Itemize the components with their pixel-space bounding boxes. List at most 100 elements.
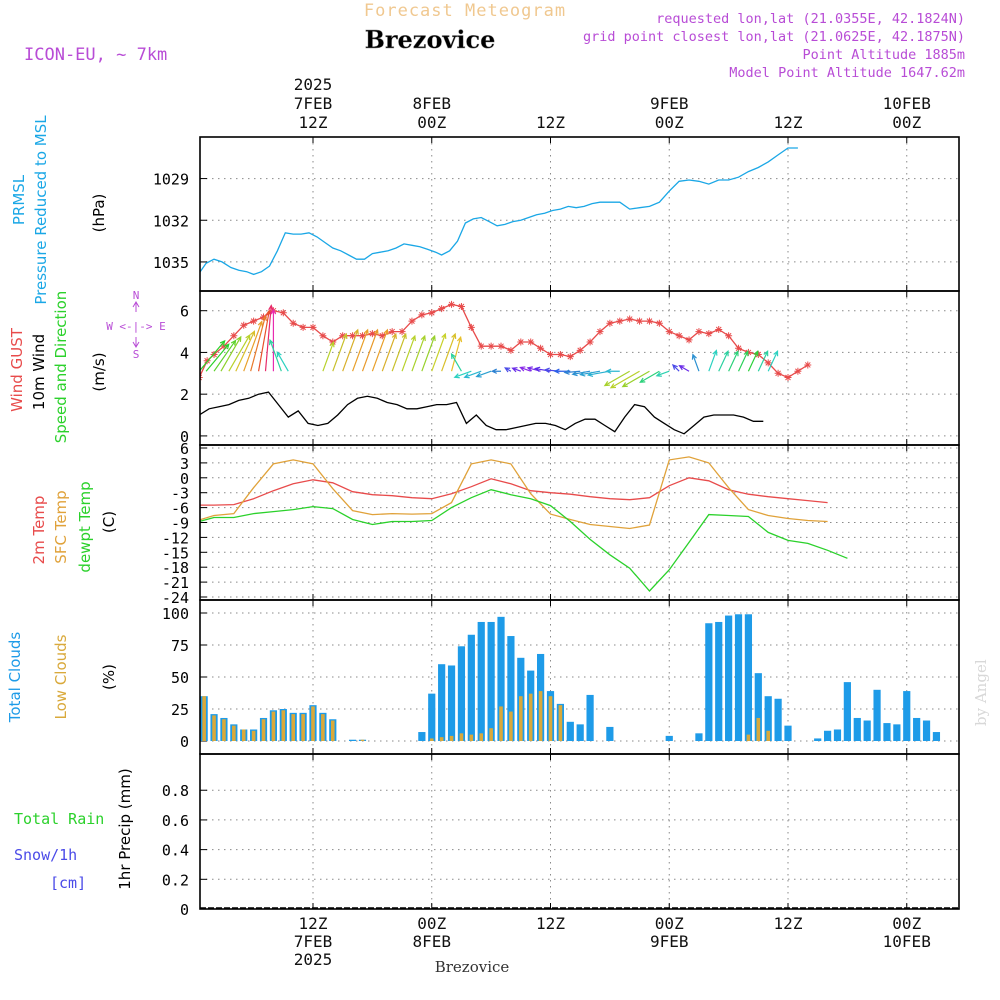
wind-arrow xyxy=(450,335,463,372)
total-cloud-bar xyxy=(823,730,832,741)
series-line-pressure xyxy=(200,147,798,276)
wind-arrow xyxy=(691,353,700,372)
gust-marker xyxy=(596,328,604,336)
time-label: 12Z xyxy=(536,914,565,933)
low-cloud-bar xyxy=(469,734,474,741)
time-label: 12Z xyxy=(774,914,803,933)
wind-arrow xyxy=(563,369,581,375)
wind-arrow xyxy=(453,370,472,379)
low-cloud-bar xyxy=(459,733,464,741)
y-tick-label: 2 xyxy=(180,386,189,404)
plot-area-clouds xyxy=(191,614,941,741)
y-tick-label: 0 xyxy=(180,428,189,446)
side-label-wind: 10m Wind xyxy=(30,334,48,410)
gust-marker xyxy=(467,323,475,331)
gust-marker xyxy=(200,374,203,381)
low-cloud-bar xyxy=(439,737,444,741)
low-cloud-bar xyxy=(429,738,434,741)
y-tick-label: -24 xyxy=(162,589,189,607)
gust-marker xyxy=(408,317,416,325)
total-cloud-bar xyxy=(467,634,475,741)
low-cloud-bar xyxy=(311,706,315,741)
y-tick-label: 100 xyxy=(162,605,189,623)
low-cloud-bar xyxy=(360,739,365,741)
time-label-top: 12Z xyxy=(299,113,328,132)
total-cloud-bar xyxy=(497,616,505,741)
wind-arrow xyxy=(533,366,551,372)
wind-arrow xyxy=(639,370,660,383)
wind-arrow xyxy=(463,370,482,379)
y-tick-label: -6 xyxy=(171,500,189,518)
time-label-top: 10FEB xyxy=(883,94,931,113)
gust-marker xyxy=(675,332,683,340)
compass-south: S xyxy=(133,348,140,361)
panel-frame xyxy=(199,753,960,910)
product-title: Forecast Meteogram xyxy=(364,1,566,21)
total-cloud-bar xyxy=(191,694,198,741)
wind-arrow xyxy=(381,332,397,372)
low-cloud-bar xyxy=(330,720,335,741)
gust-marker xyxy=(477,342,485,350)
gust-marker xyxy=(705,330,713,338)
low-cloud-bar xyxy=(449,735,454,741)
time-label: 00Z xyxy=(417,914,446,933)
wind-arrow xyxy=(371,328,389,372)
series-line-2m xyxy=(200,477,828,506)
gust-marker xyxy=(794,367,802,375)
total-cloud-bar xyxy=(863,720,871,741)
series-line-sfc xyxy=(200,456,828,530)
gust-marker xyxy=(517,338,525,346)
wind-arrow xyxy=(352,328,369,372)
panel-precip: 0 0.2 0.4 0.6 0.8 Total Rain Snow/1h [cm] 1hr Pr… xyxy=(14,753,960,919)
wind-arrow xyxy=(243,320,263,372)
side-label-speed-dir: Speed and Direction xyxy=(52,291,70,444)
low-cloud-bar xyxy=(212,715,216,741)
total-cloud-bar xyxy=(487,621,495,741)
total-cloud-bar xyxy=(932,732,941,741)
low-cloud-bar xyxy=(756,717,761,741)
total-cloud-bar xyxy=(566,721,574,741)
total-cloud-bar xyxy=(695,733,703,741)
time-label: 10FEB xyxy=(883,932,931,951)
y-tick-label: 0 xyxy=(180,901,189,919)
gust-marker xyxy=(230,332,238,340)
gust-marker xyxy=(774,369,782,377)
gust-marker xyxy=(626,315,634,323)
wind-arrow xyxy=(342,328,359,372)
wind-arrow xyxy=(655,370,670,377)
gust-marker xyxy=(507,346,515,354)
footer-location: Brezovice xyxy=(435,958,510,976)
y-tick-label: 1029 xyxy=(153,171,189,189)
low-cloud-bar xyxy=(202,696,206,741)
time-label-top: 00Z xyxy=(655,113,684,132)
series-line-wind xyxy=(200,391,764,435)
gust-marker xyxy=(764,359,772,367)
gust-marker xyxy=(665,328,673,336)
wind-arrow xyxy=(747,350,759,372)
grid-wind xyxy=(200,291,959,445)
wind-arrow xyxy=(678,365,690,372)
gust-marker xyxy=(428,309,436,317)
gust-marker xyxy=(210,351,218,359)
time-label: 8FEB xyxy=(412,932,451,951)
y-tick-label: 6 xyxy=(180,440,189,458)
total-cloud-bar xyxy=(764,696,772,741)
gust-marker xyxy=(566,353,574,361)
low-cloud-bar xyxy=(509,711,513,741)
wind-arrow xyxy=(200,339,226,372)
wind-arrow xyxy=(708,349,718,372)
series-line-dewpt xyxy=(200,489,848,592)
gust-marker xyxy=(527,338,535,346)
total-cloud-bar xyxy=(913,717,921,741)
wind-arrow xyxy=(411,334,426,372)
time-label: 00Z xyxy=(892,914,921,933)
low-cloud-bar xyxy=(301,714,305,741)
gust-marker xyxy=(349,332,357,340)
wind-arrow xyxy=(475,370,492,378)
low-cloud-bar xyxy=(558,705,563,741)
low-cloud-bar xyxy=(241,729,246,741)
total-cloud-bar xyxy=(576,724,584,741)
gust-marker xyxy=(418,311,426,319)
legend-snow: Snow/1h xyxy=(14,846,77,864)
